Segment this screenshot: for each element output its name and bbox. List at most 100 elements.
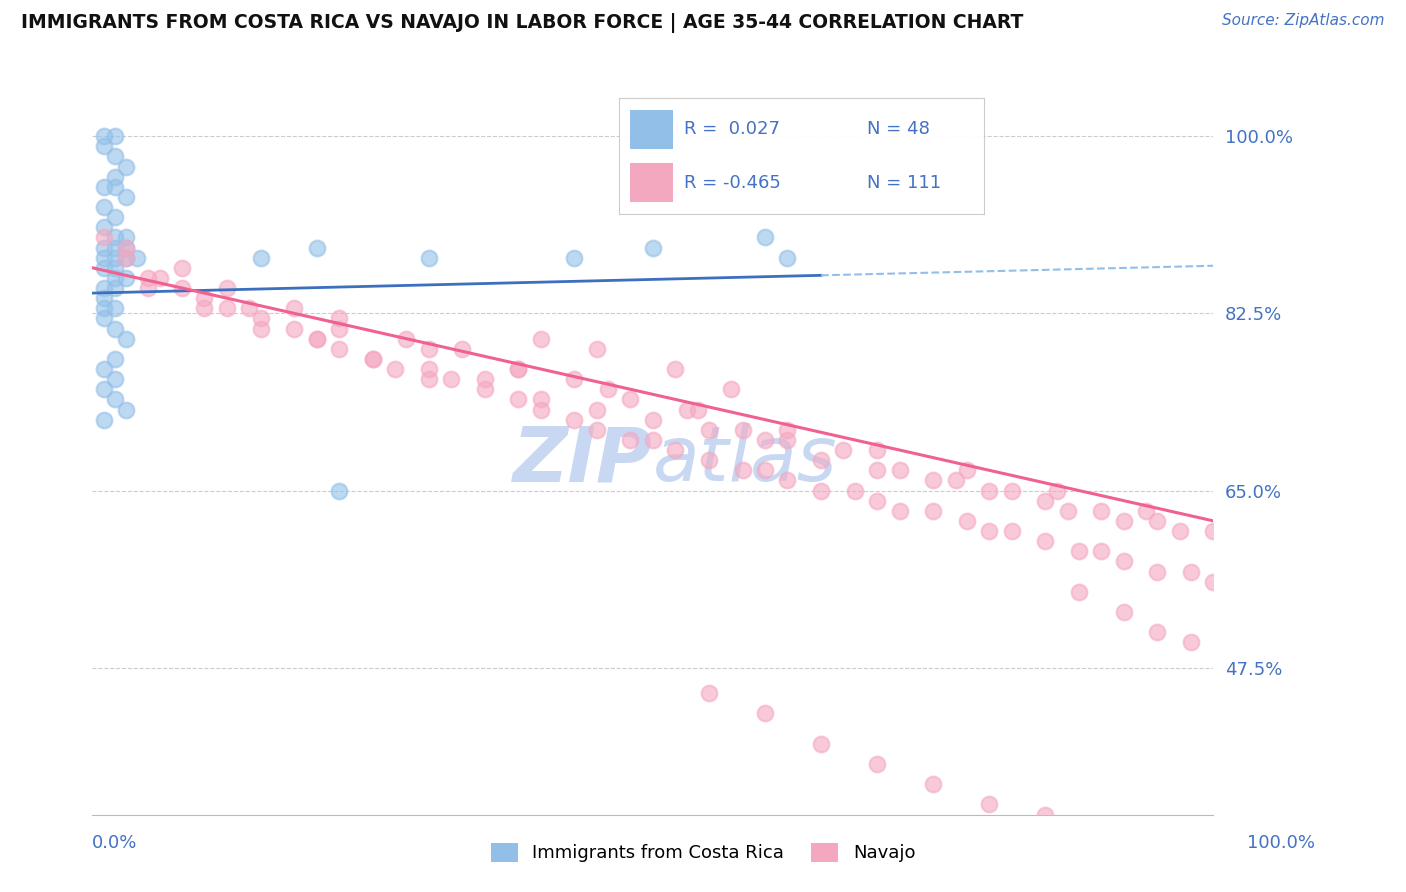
- Point: [361, 351, 384, 366]
- Point: [697, 423, 720, 437]
- Point: [138, 281, 160, 295]
- Point: [215, 301, 238, 316]
- Point: [530, 332, 553, 346]
- Point: [1033, 534, 1056, 549]
- Point: [1033, 807, 1056, 822]
- Text: N = 111: N = 111: [868, 174, 942, 192]
- Point: [508, 392, 530, 407]
- Point: [115, 402, 138, 417]
- Point: [664, 362, 686, 376]
- Point: [1146, 565, 1168, 579]
- Point: [754, 230, 776, 244]
- Point: [305, 332, 328, 346]
- Point: [1090, 504, 1112, 518]
- Point: [866, 463, 889, 477]
- Point: [395, 332, 418, 346]
- Point: [104, 271, 127, 285]
- Point: [754, 706, 776, 721]
- Point: [810, 453, 832, 467]
- Point: [93, 382, 115, 396]
- Point: [641, 412, 664, 426]
- Point: [249, 321, 271, 335]
- Point: [922, 474, 945, 488]
- Point: [104, 230, 127, 244]
- Point: [776, 251, 799, 265]
- Point: [844, 483, 866, 498]
- Point: [776, 423, 799, 437]
- Point: [93, 129, 115, 144]
- Point: [1146, 828, 1168, 842]
- Point: [104, 169, 127, 184]
- Point: [641, 240, 664, 254]
- Point: [138, 271, 160, 285]
- Point: [283, 301, 305, 316]
- Point: [115, 251, 138, 265]
- Bar: [630, 110, 673, 149]
- Point: [305, 332, 328, 346]
- Point: [115, 271, 138, 285]
- Point: [641, 433, 664, 447]
- Point: [1067, 584, 1090, 599]
- Point: [1033, 493, 1056, 508]
- Point: [731, 463, 754, 477]
- Point: [170, 281, 193, 295]
- Point: [93, 139, 115, 153]
- Point: [215, 281, 238, 295]
- Point: [104, 129, 127, 144]
- Point: [979, 524, 1001, 538]
- Text: R = -0.465: R = -0.465: [685, 174, 782, 192]
- Text: IMMIGRANTS FROM COSTA RICA VS NAVAJO IN LABOR FORCE | AGE 35-44 CORRELATION CHAR: IMMIGRANTS FROM COSTA RICA VS NAVAJO IN …: [21, 13, 1024, 33]
- Point: [93, 220, 115, 235]
- Point: [93, 291, 115, 305]
- Point: [104, 281, 127, 295]
- Point: [810, 483, 832, 498]
- Point: [361, 351, 384, 366]
- Point: [93, 311, 115, 326]
- Point: [249, 251, 271, 265]
- Point: [93, 200, 115, 214]
- Point: [115, 240, 138, 254]
- Point: [238, 301, 260, 316]
- Point: [115, 190, 138, 204]
- Point: [889, 504, 911, 518]
- Point: [104, 351, 127, 366]
- Point: [93, 251, 115, 265]
- Point: [1090, 544, 1112, 558]
- Text: R =  0.027: R = 0.027: [685, 120, 780, 138]
- Point: [922, 504, 945, 518]
- Point: [832, 443, 855, 458]
- Point: [697, 453, 720, 467]
- Point: [104, 260, 127, 275]
- Point: [956, 514, 979, 528]
- Text: N = 48: N = 48: [868, 120, 931, 138]
- Point: [418, 342, 440, 356]
- Point: [1180, 635, 1202, 649]
- Point: [104, 240, 127, 254]
- Point: [418, 251, 440, 265]
- Point: [104, 149, 127, 163]
- Point: [93, 179, 115, 194]
- Point: [1202, 574, 1225, 589]
- Point: [889, 463, 911, 477]
- Point: [1180, 565, 1202, 579]
- Point: [328, 321, 350, 335]
- Point: [596, 382, 619, 396]
- Point: [127, 251, 149, 265]
- Point: [104, 251, 127, 265]
- Point: [585, 423, 607, 437]
- Point: [115, 160, 138, 174]
- Point: [1168, 524, 1191, 538]
- Point: [979, 483, 1001, 498]
- Point: [945, 474, 967, 488]
- Point: [530, 402, 553, 417]
- Point: [93, 362, 115, 376]
- Point: [328, 342, 350, 356]
- Point: [104, 372, 127, 386]
- Text: 0.0%: 0.0%: [91, 834, 136, 852]
- Point: [564, 251, 586, 265]
- Point: [193, 291, 215, 305]
- Text: Source: ZipAtlas.com: Source: ZipAtlas.com: [1222, 13, 1385, 29]
- Point: [810, 737, 832, 751]
- Point: [585, 402, 607, 417]
- Point: [619, 392, 641, 407]
